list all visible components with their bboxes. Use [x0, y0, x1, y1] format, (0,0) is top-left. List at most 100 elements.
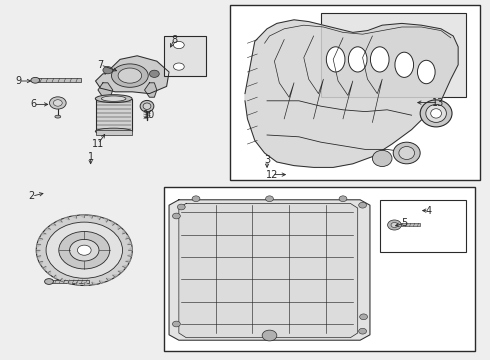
- Ellipse shape: [393, 142, 420, 164]
- Ellipse shape: [431, 109, 441, 118]
- Polygon shape: [113, 275, 118, 277]
- Circle shape: [53, 100, 62, 106]
- Polygon shape: [126, 259, 131, 262]
- Ellipse shape: [95, 95, 132, 103]
- Ellipse shape: [45, 279, 53, 284]
- Text: 3: 3: [264, 155, 270, 165]
- Circle shape: [388, 220, 401, 230]
- Ellipse shape: [173, 41, 184, 49]
- Bar: [401, 223, 420, 226]
- Polygon shape: [97, 216, 101, 220]
- Ellipse shape: [112, 64, 148, 87]
- Circle shape: [70, 239, 99, 261]
- Ellipse shape: [140, 100, 154, 112]
- Bar: [96, 130, 132, 135]
- Bar: [96, 99, 132, 131]
- Polygon shape: [80, 215, 84, 218]
- Text: 6: 6: [30, 99, 36, 109]
- Polygon shape: [53, 275, 57, 279]
- Polygon shape: [96, 56, 169, 94]
- Polygon shape: [50, 223, 56, 225]
- Polygon shape: [76, 282, 80, 285]
- Polygon shape: [128, 247, 132, 250]
- Polygon shape: [145, 83, 157, 97]
- Polygon shape: [37, 256, 41, 259]
- Bar: [37, 78, 81, 82]
- Bar: [52, 280, 89, 283]
- Circle shape: [262, 330, 277, 341]
- Polygon shape: [68, 281, 72, 284]
- Text: 8: 8: [171, 35, 177, 45]
- Ellipse shape: [173, 63, 184, 70]
- Polygon shape: [57, 220, 62, 222]
- Circle shape: [172, 321, 180, 327]
- Polygon shape: [98, 83, 113, 97]
- Polygon shape: [41, 233, 46, 235]
- Bar: [230, 5, 480, 180]
- Polygon shape: [99, 281, 104, 283]
- Polygon shape: [104, 218, 108, 222]
- Circle shape: [192, 196, 200, 202]
- Ellipse shape: [420, 100, 452, 127]
- Text: 13: 13: [433, 98, 445, 108]
- Polygon shape: [126, 235, 129, 239]
- Circle shape: [46, 222, 122, 278]
- Polygon shape: [179, 203, 358, 338]
- Ellipse shape: [95, 128, 132, 135]
- Bar: [164, 187, 475, 351]
- Circle shape: [49, 97, 66, 109]
- Polygon shape: [45, 228, 50, 230]
- Text: 11: 11: [92, 139, 104, 149]
- Text: 1: 1: [88, 152, 94, 162]
- Ellipse shape: [395, 52, 414, 77]
- Bar: [321, 13, 465, 97]
- Text: 9: 9: [16, 76, 22, 86]
- Text: 5: 5: [401, 218, 407, 228]
- Polygon shape: [38, 238, 43, 241]
- Polygon shape: [122, 230, 126, 234]
- Ellipse shape: [118, 68, 142, 83]
- Ellipse shape: [399, 147, 415, 159]
- Text: 4: 4: [426, 206, 432, 216]
- Polygon shape: [39, 261, 43, 265]
- Ellipse shape: [101, 96, 126, 101]
- Polygon shape: [43, 266, 46, 270]
- Polygon shape: [128, 253, 132, 256]
- Polygon shape: [48, 271, 50, 275]
- Circle shape: [77, 245, 91, 255]
- Circle shape: [391, 222, 398, 228]
- Circle shape: [177, 204, 185, 210]
- Polygon shape: [106, 278, 112, 281]
- Polygon shape: [245, 20, 458, 167]
- Polygon shape: [89, 215, 93, 218]
- Ellipse shape: [348, 47, 367, 72]
- Polygon shape: [92, 282, 97, 285]
- Polygon shape: [118, 270, 123, 273]
- Text: 2: 2: [29, 191, 35, 201]
- Bar: [164, 36, 206, 76]
- Circle shape: [36, 215, 132, 285]
- Circle shape: [149, 70, 159, 77]
- Ellipse shape: [417, 60, 435, 84]
- Polygon shape: [118, 225, 121, 229]
- Text: 10: 10: [143, 110, 156, 120]
- Polygon shape: [128, 241, 132, 244]
- Ellipse shape: [372, 150, 392, 166]
- Polygon shape: [84, 283, 89, 285]
- Ellipse shape: [143, 103, 151, 109]
- Ellipse shape: [426, 104, 446, 122]
- Ellipse shape: [55, 115, 61, 118]
- Circle shape: [339, 196, 347, 202]
- Polygon shape: [60, 278, 64, 282]
- Polygon shape: [112, 221, 115, 225]
- Text: 7: 7: [98, 60, 103, 70]
- Ellipse shape: [370, 47, 389, 72]
- Ellipse shape: [326, 47, 345, 72]
- Polygon shape: [122, 265, 128, 268]
- Polygon shape: [36, 244, 41, 247]
- Circle shape: [359, 202, 367, 208]
- Ellipse shape: [31, 77, 40, 83]
- Polygon shape: [169, 200, 370, 340]
- Circle shape: [103, 67, 113, 74]
- Circle shape: [360, 314, 368, 320]
